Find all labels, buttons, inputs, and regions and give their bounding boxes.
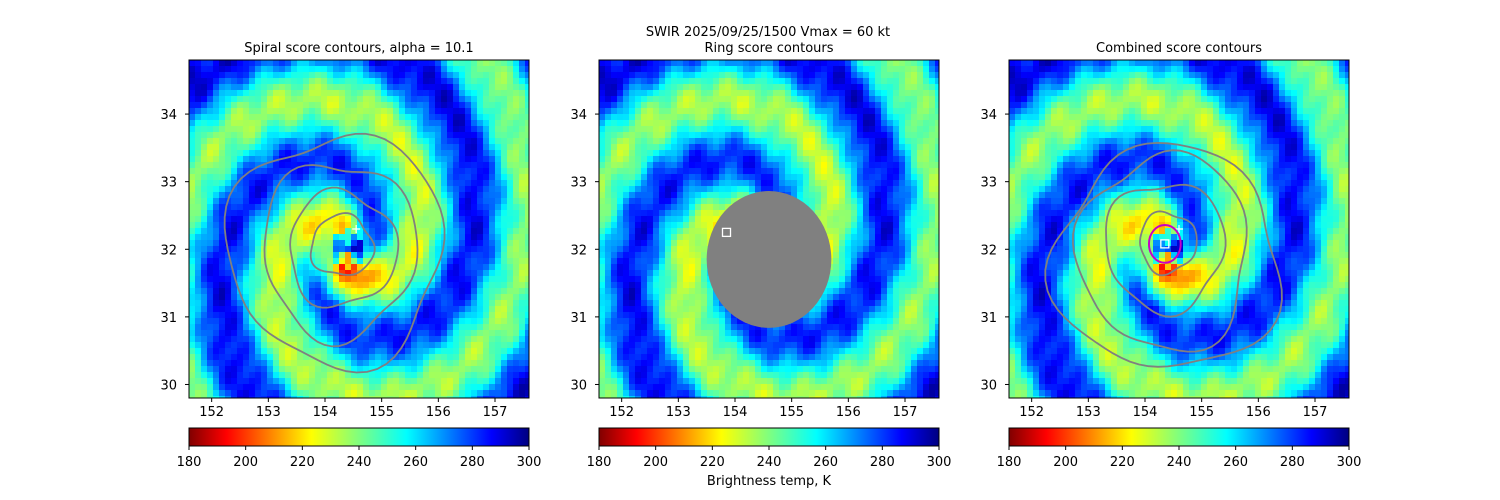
axes-frame	[188, 59, 530, 399]
x-tick-label: 156	[836, 405, 861, 420]
x-tick-label: 153	[1076, 405, 1101, 420]
y-tick-label: 34	[160, 108, 177, 123]
x-tick-label: 153	[256, 405, 281, 420]
axes-frame	[1008, 59, 1350, 399]
panel-1: Spiral score contours, alpha = 10.1 152 15…	[160, 41, 541, 470]
contour-level-3	[1071, 149, 1248, 353]
y-tick-label: 30	[980, 378, 997, 393]
y-tick-label: 32	[980, 243, 997, 258]
contour-level-1	[309, 212, 376, 276]
center-plus-marker	[1175, 225, 1183, 233]
x-tick-label: 155	[779, 405, 804, 420]
x-tick-label: 157	[893, 405, 918, 420]
colorbar-tick-label: 220	[700, 455, 725, 470]
y-tick-label: 31	[980, 311, 997, 326]
contour-level-4	[1044, 141, 1283, 368]
contour-level-1	[1139, 210, 1198, 277]
colorbar-label: Brightness temp, K	[707, 474, 832, 489]
axes-frame	[598, 59, 940, 399]
colorbar-tick-label: 220	[290, 455, 315, 470]
x-tick-label: 157	[1303, 405, 1328, 420]
colorbar	[188, 427, 530, 447]
x-tick-label: 152	[199, 405, 224, 420]
colorbar-tick-label: 280	[870, 455, 895, 470]
colorbar-tick-label: 180	[177, 455, 202, 470]
x-tick-label: 156	[426, 405, 451, 420]
eye-circle-marker	[1147, 223, 1182, 264]
panel-title: Ring score contours	[704, 41, 833, 56]
center-square-marker	[1160, 239, 1170, 249]
contour-level-4	[223, 132, 446, 374]
colorbar-tick-label: 240	[757, 455, 782, 470]
x-tick-label: 156	[1246, 405, 1271, 420]
suptitle: SWIR 2025/09/25/1500 Vmax = 60 kt	[646, 25, 890, 40]
panel-3: Combined score contours 152 153 154 155 156 15…	[980, 41, 1361, 470]
contour-level-3	[263, 164, 419, 348]
panel-title: Spiral score contours, alpha = 10.1	[244, 41, 473, 56]
x-tick-label: 154	[313, 405, 338, 420]
contour-level-2	[289, 186, 400, 309]
panel-2: Ring score contours 152 153 154 155 156 157 30 3…	[570, 41, 951, 470]
colorbar-tick-label: 260	[813, 455, 838, 470]
y-tick-label: 34	[980, 108, 997, 123]
colorbar	[598, 427, 940, 447]
y-tick-label: 33	[980, 176, 997, 191]
colorbar	[1008, 427, 1350, 447]
colorbar-tick-label: 300	[927, 455, 952, 470]
center-plus-marker	[352, 225, 361, 233]
y-tick-label: 32	[570, 243, 587, 258]
x-tick-label: 152	[1019, 405, 1044, 420]
colorbar-tick-label: 180	[997, 455, 1022, 470]
ring-score-mask	[706, 191, 832, 328]
x-tick-label: 155	[1189, 405, 1214, 420]
colorbar-tick-label: 180	[587, 455, 612, 470]
colorbar-tick-label: 260	[403, 455, 428, 470]
colorbar-tick-label: 200	[643, 455, 668, 470]
x-tick-label: 157	[483, 405, 508, 420]
y-tick-label: 31	[160, 311, 177, 326]
x-tick-label: 154	[723, 405, 748, 420]
y-tick-label: 33	[570, 176, 587, 191]
panel-title: Combined score contours	[1096, 41, 1262, 56]
colorbar-tick-label: 260	[1223, 455, 1248, 470]
colorbar-tick-label: 240	[347, 455, 372, 470]
x-tick-label: 153	[666, 405, 691, 420]
brightness-temp-field	[599, 60, 939, 398]
y-tick-label: 32	[160, 243, 177, 258]
colorbar-tick-label: 220	[1110, 455, 1135, 470]
colorbar-tick-label: 280	[460, 455, 485, 470]
colorbar-tick-label: 280	[1280, 455, 1305, 470]
colorbar-tick-label: 200	[233, 455, 258, 470]
colorbar-tick-label: 300	[517, 455, 542, 470]
y-tick-label: 34	[570, 108, 587, 123]
x-tick-label: 152	[609, 405, 634, 420]
y-tick-label: 30	[160, 378, 177, 393]
colorbar-tick-label: 200	[1053, 455, 1078, 470]
brightness-temp-field	[189, 60, 529, 398]
colorbar-tick-label: 240	[1167, 455, 1192, 470]
y-tick-label: 33	[160, 176, 177, 191]
center-square-marker	[721, 227, 732, 238]
contour-level-2	[1105, 183, 1227, 318]
y-tick-label: 30	[570, 378, 587, 393]
colorbar-tick-label: 300	[1337, 455, 1362, 470]
x-tick-label: 155	[369, 405, 394, 420]
x-tick-label: 154	[1133, 405, 1158, 420]
y-tick-label: 31	[570, 311, 587, 326]
